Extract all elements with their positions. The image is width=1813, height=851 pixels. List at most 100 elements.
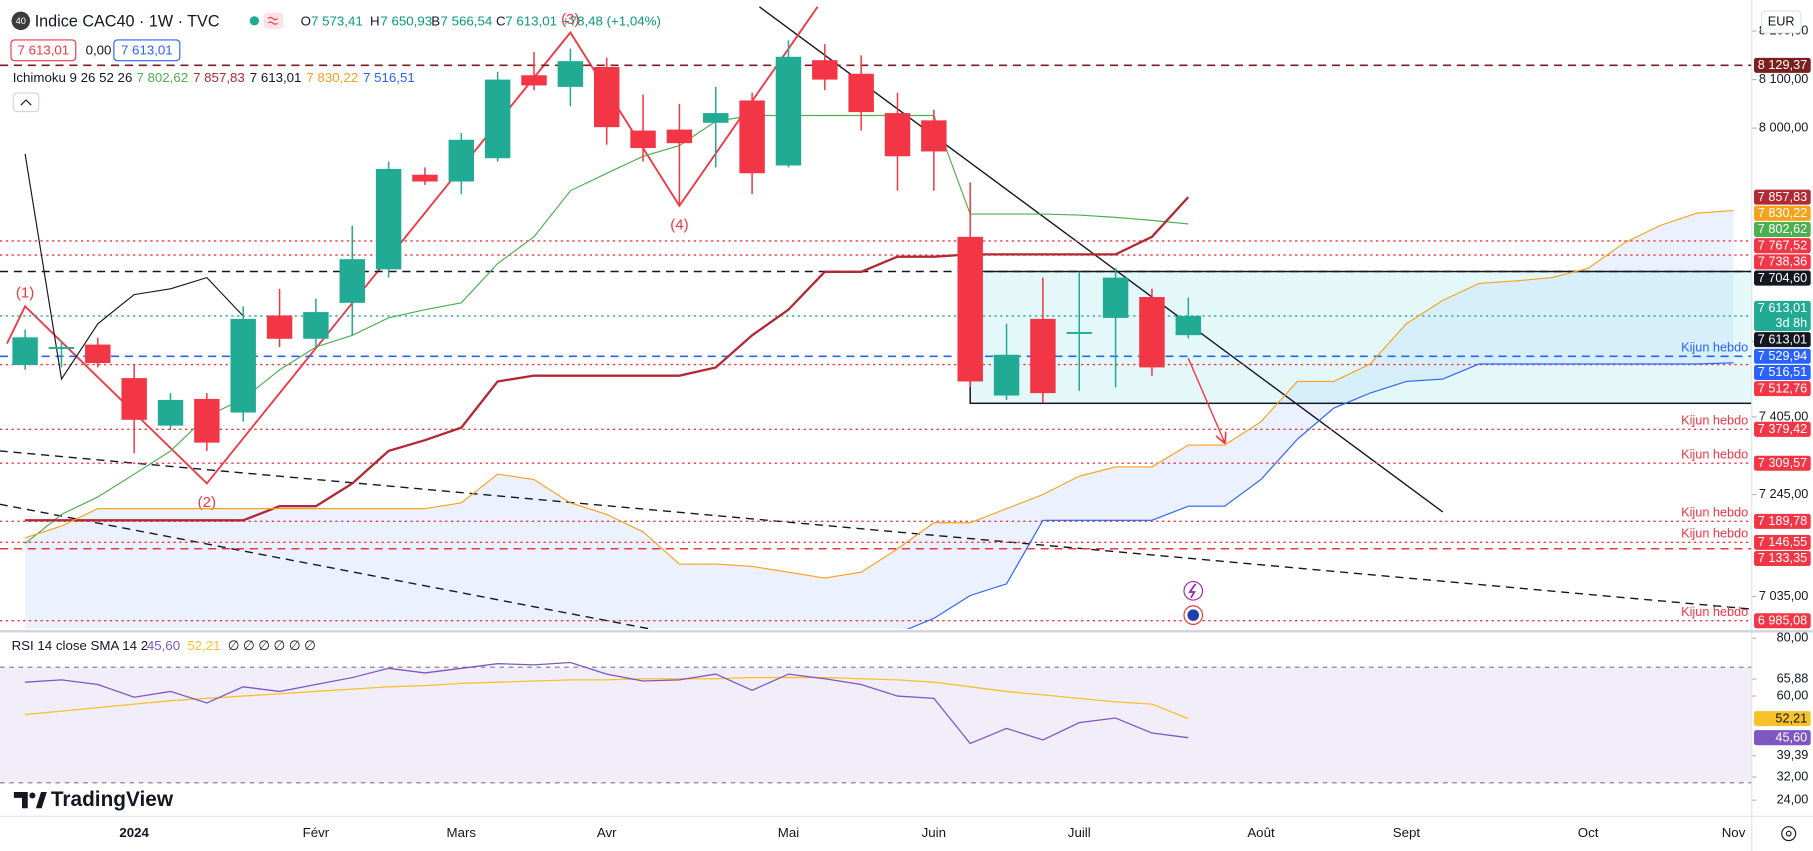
- logo-mark: [13, 792, 28, 809]
- candle-body: [48, 347, 75, 349]
- price-label-box: [1754, 57, 1811, 73]
- price-label-box: [1754, 348, 1811, 364]
- symbol-badge: [11, 11, 31, 31]
- status-icon-glyph: [267, 16, 278, 25]
- candle-body: [921, 120, 947, 152]
- settings-icon[interactable]: [1781, 826, 1797, 842]
- candle-body: [1102, 277, 1129, 318]
- currency-button[interactable]: [1760, 10, 1802, 34]
- ohlc-key: H: [370, 13, 380, 28]
- candle-body: [85, 344, 111, 364]
- indicator-title[interactable]: Ichimoku 9 26 52 26: [13, 70, 133, 85]
- level-note: Kijun hebdo: [1681, 505, 1748, 520]
- price-label-box: [1754, 332, 1811, 348]
- candle-body: [121, 378, 147, 420]
- badge-text: 40: [16, 16, 26, 26]
- price-label-box: [1754, 205, 1811, 221]
- legend: 40 Indice CAC40 · 1W · TVC O 7 573,41 H …: [10, 11, 661, 653]
- x-tick-label: Juin: [922, 825, 946, 840]
- indicator-line: [24, 153, 244, 381]
- candle-body: [739, 100, 765, 174]
- price-label: 7 529,94: [1758, 348, 1807, 363]
- ohlc-key: B: [431, 13, 440, 28]
- rsi-y-tick-label: 65,88: [1777, 670, 1809, 685]
- price-label-box: [1754, 613, 1811, 629]
- y-tick-label: 8 000,00: [1759, 119, 1808, 134]
- buy-box[interactable]: [113, 39, 181, 62]
- price-label-box: [1754, 455, 1811, 471]
- rsi-y-tick-label: 32,00: [1777, 768, 1809, 783]
- status-dot: [249, 16, 259, 26]
- trend-line: [0, 450, 1752, 610]
- rsi-label: 52,21: [1775, 710, 1807, 725]
- price-label-box: [1754, 421, 1811, 437]
- candle-body: [1175, 315, 1202, 336]
- collapse-icon: [20, 99, 32, 106]
- wave-label: (1): [16, 284, 34, 301]
- rsi-y-tick-label: 80,00: [1777, 630, 1809, 645]
- wave-label: (4): [670, 216, 688, 233]
- indicator-value: 7 802,62: [136, 70, 188, 85]
- candle-body: [666, 129, 693, 144]
- price-label-box: [1754, 534, 1811, 550]
- indicator-value: 7 857,83: [193, 70, 245, 85]
- level-note: Kijun hebdo: [1681, 446, 1748, 461]
- candle-body: [557, 61, 584, 87]
- level-note: Kijun hebdo: [1681, 413, 1748, 428]
- candle-body: [703, 113, 729, 123]
- candle-body: [412, 174, 438, 182]
- candle-body: [884, 113, 911, 157]
- sell-box[interactable]: [10, 39, 77, 62]
- indicator-line: [24, 209, 1734, 579]
- rsi-y-tick-label: 39,39: [1777, 747, 1809, 762]
- price-label: 7 379,42: [1758, 421, 1807, 436]
- indicator-value: 7 830,22: [306, 70, 358, 85]
- candle-body: [303, 312, 329, 339]
- collapse-button[interactable]: [12, 92, 40, 113]
- range-box: [969, 270, 1752, 405]
- brand-logo: TradingView: [13, 788, 174, 811]
- candle-body: [375, 168, 402, 270]
- x-tick-label: Févr: [303, 825, 330, 840]
- x-tick-label: Août: [1247, 825, 1275, 840]
- candle-body: [775, 56, 802, 166]
- x-tick-label: Juill: [1068, 825, 1091, 840]
- candle-body: [194, 398, 220, 443]
- candle-body: [448, 139, 475, 182]
- price-label: 7 133,35: [1758, 550, 1807, 565]
- level-note: Kijun hebdo: [1681, 340, 1748, 355]
- arrow: [1187, 357, 1224, 442]
- ohlc-key: O: [301, 13, 311, 28]
- x-tick-label: 2024: [119, 825, 149, 840]
- y-tick-label: 7 405,00: [1759, 408, 1808, 423]
- price-label: 7 309,57: [1758, 455, 1807, 470]
- ohlc-value: 7 613,01: [505, 13, 557, 28]
- candle-body: [266, 315, 293, 339]
- spread: 0,00: [86, 42, 112, 57]
- change: +78,48 (+1,04%): [562, 13, 661, 28]
- status-icon: [263, 12, 284, 29]
- x-tick-label: Mai: [778, 825, 799, 840]
- candle-body: [630, 130, 656, 149]
- price-label-box: [1754, 300, 1811, 331]
- price-label: 7 704,60: [1758, 270, 1807, 285]
- rsi-title[interactable]: RSI 14 close SMA 14 2: [12, 638, 149, 653]
- candle-body: [1139, 297, 1165, 368]
- price-label: 7 516,51: [1758, 364, 1807, 379]
- rsi-value: 52,21: [187, 638, 220, 653]
- indicator-value: 7 613,01: [250, 70, 302, 85]
- x-tick-label: Avr: [597, 825, 617, 840]
- candle-body: [521, 75, 547, 86]
- price-label-box: [1754, 221, 1811, 238]
- ohlc-key: C: [496, 13, 506, 28]
- price-label: 8 129,37: [1758, 57, 1807, 72]
- wave-label: (2): [198, 494, 216, 511]
- rsi-flags: ∅ ∅ ∅ ∅ ∅ ∅: [228, 638, 316, 653]
- axes: 8 200,008 100,008 000,007 560,007 405,00…: [119, 22, 1811, 840]
- ohlc-value: 7 650,93: [380, 13, 432, 28]
- x-tick-label: Nov: [1722, 825, 1746, 840]
- symbol-title[interactable]: Indice CAC40 · 1W · TVC: [35, 12, 220, 30]
- event-icon[interactable]: [1183, 581, 1204, 601]
